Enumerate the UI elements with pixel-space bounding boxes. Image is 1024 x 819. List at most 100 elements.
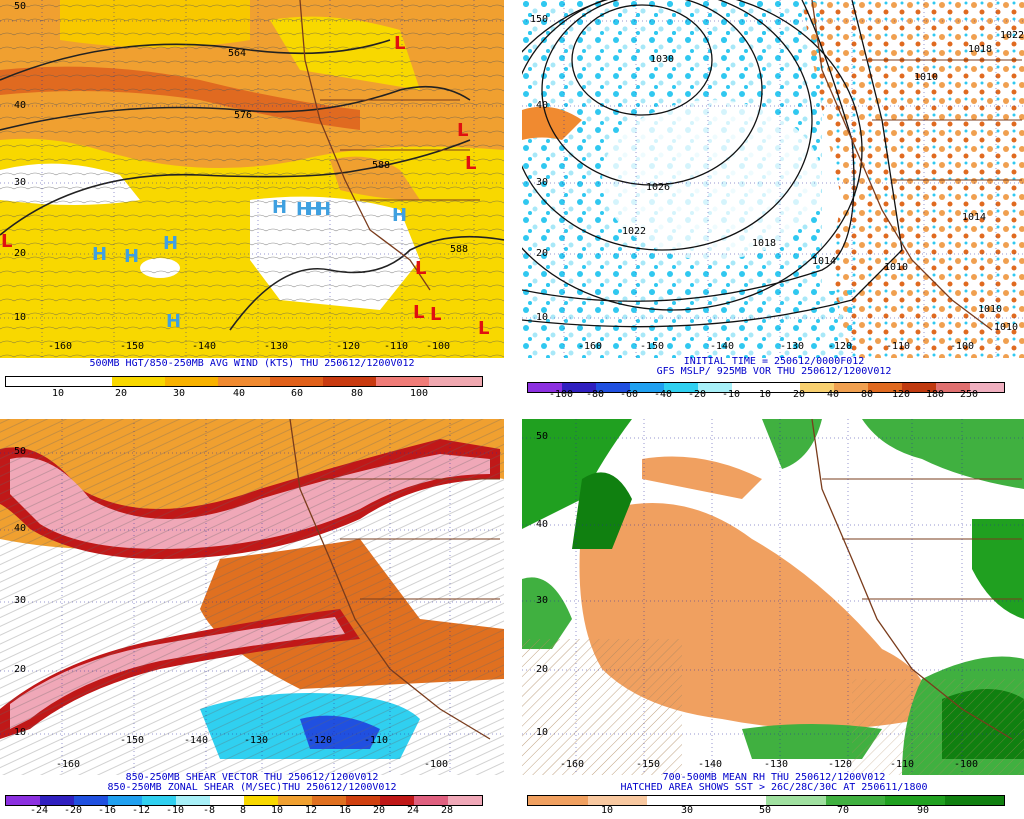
tick-label: 24	[406, 805, 420, 816]
colorbar-ticks: -100 -80 -60 -40 -20 -10 10 20 40 80 120…	[527, 389, 1003, 400]
tick-label: 250	[959, 389, 979, 400]
tick-label: 10	[758, 389, 772, 400]
colorbar-swatch	[587, 796, 647, 805]
colorbar-swatch	[766, 383, 800, 392]
lon-label-140: -140	[710, 341, 735, 352]
isobar-label: 1018	[752, 238, 777, 249]
tick-label: 40	[826, 389, 840, 400]
tick-label: 10	[270, 805, 284, 816]
colorbar-swatch	[217, 377, 271, 386]
lon-label-150: -150	[636, 759, 661, 770]
tick-label: 10	[51, 388, 65, 399]
tick-label: 16	[338, 805, 352, 816]
colorbar-swatch	[528, 796, 588, 805]
lon-label-100: -100	[950, 341, 975, 352]
lat-label-20: 20	[14, 248, 27, 259]
panel-caption-initial: INITIAL TIME = 250612/0000F012	[683, 356, 865, 367]
lat-label-40: 40	[536, 100, 549, 111]
colorbar	[527, 382, 1005, 393]
high-marker: H	[166, 311, 182, 332]
contour-label-576: 576	[234, 110, 253, 121]
colorbar-swatch	[111, 377, 165, 386]
colorbar-swatch	[970, 383, 1004, 392]
tick-label: 30	[680, 805, 694, 816]
high-marker: H	[272, 197, 288, 218]
tick-label: -60	[619, 389, 639, 400]
tick-label: 80	[860, 389, 874, 400]
colorbar-swatch	[834, 383, 868, 392]
lon-label-110: -110	[886, 341, 911, 352]
isobar-label: 1018	[968, 44, 993, 55]
lat-label-50: 50	[14, 1, 27, 12]
lat-label-30: 30	[14, 595, 27, 606]
colorbar-swatch	[323, 377, 377, 386]
low-marker: L	[413, 302, 425, 323]
colorbar-swatch	[6, 377, 59, 386]
colorbar-swatch	[706, 796, 766, 805]
colorbar-swatch	[825, 796, 885, 805]
lon-label-130: -130	[780, 341, 805, 352]
tick-label: -12	[131, 805, 151, 816]
low-marker: L	[430, 304, 442, 325]
colorbar-swatch	[885, 796, 945, 805]
lon-label-160: -160	[56, 759, 81, 770]
colorbar-swatch	[108, 796, 142, 805]
tick-label: -24	[29, 805, 49, 816]
colorbar-swatch	[414, 796, 448, 805]
tick-label: 20	[372, 805, 386, 816]
panel-zonal-shear: 50 40 30 20 10 -160 -150 -140 -130 -120 …	[0, 419, 504, 819]
tick-label: 180	[925, 389, 945, 400]
lat-label-20: 20	[14, 664, 27, 675]
low-marker: L	[457, 120, 469, 141]
tick-label: 12	[304, 805, 318, 816]
colorbar-swatch	[944, 796, 1004, 805]
tick-label: -10	[721, 389, 741, 400]
lat-label-10: 10	[14, 312, 27, 323]
lat-label-10: 10	[536, 727, 549, 738]
lon-label-150: -150	[120, 735, 145, 746]
tick-label: 8	[239, 805, 247, 816]
contour-label-588: 588	[372, 160, 391, 171]
panel-caption: 500MB HGT/850-250MB AVG WIND (KTS) THU 2…	[89, 358, 415, 369]
isobar-label: 1022	[1000, 30, 1024, 41]
tick-label: -40	[653, 389, 673, 400]
lat-label-30: 30	[536, 177, 549, 188]
lat-label-40: 40	[536, 519, 549, 530]
lon-label-120: -120	[308, 735, 333, 746]
isobar-label: 1014	[812, 256, 837, 267]
lon-label-150: -150	[120, 341, 145, 352]
lon-label-130: -130	[264, 341, 289, 352]
tick-label: 100	[409, 388, 429, 399]
lon-label-130: -130	[244, 735, 269, 746]
high-marker: H	[296, 199, 312, 220]
tick-label: -8	[202, 805, 216, 816]
colorbar-swatch	[210, 796, 244, 805]
lon-label-120: -120	[828, 341, 853, 352]
tick-label: 120	[891, 389, 911, 400]
isobar-label: 1010	[978, 304, 1003, 315]
tick-label: -100	[548, 389, 574, 400]
lon-label-140: -140	[698, 759, 723, 770]
colorbar-swatch	[732, 383, 766, 392]
lon-label-120: -120	[336, 341, 361, 352]
low-marker: L	[415, 258, 427, 279]
lon-label-160: -160	[560, 759, 585, 770]
high-marker: H	[306, 199, 322, 220]
tick-label: 80	[350, 388, 364, 399]
colorbar	[5, 795, 483, 806]
colorbar-swatch	[647, 796, 707, 805]
wind-map	[0, 0, 504, 358]
lon-label-100: -100	[426, 341, 451, 352]
tick-label: 40	[232, 388, 246, 399]
colorbar-ticks: -24 -20 -16 -12 -10 -8 8 10 12 16 20 24 …	[5, 805, 481, 817]
isobar-label: 1030	[650, 54, 675, 65]
isobar-label: 1010	[914, 72, 939, 83]
colorbar-swatch	[278, 796, 312, 805]
lat-label-50: 50	[14, 446, 27, 457]
colorbar	[5, 376, 483, 387]
lon-label-160: -160	[48, 341, 73, 352]
lon-label-140: -140	[184, 735, 209, 746]
colorbar-swatch	[176, 796, 210, 805]
panel-caption-shear-vector: 850-250MB SHEAR VECTOR THU 250612/1200V0…	[125, 772, 379, 783]
rh-map	[522, 419, 1024, 775]
